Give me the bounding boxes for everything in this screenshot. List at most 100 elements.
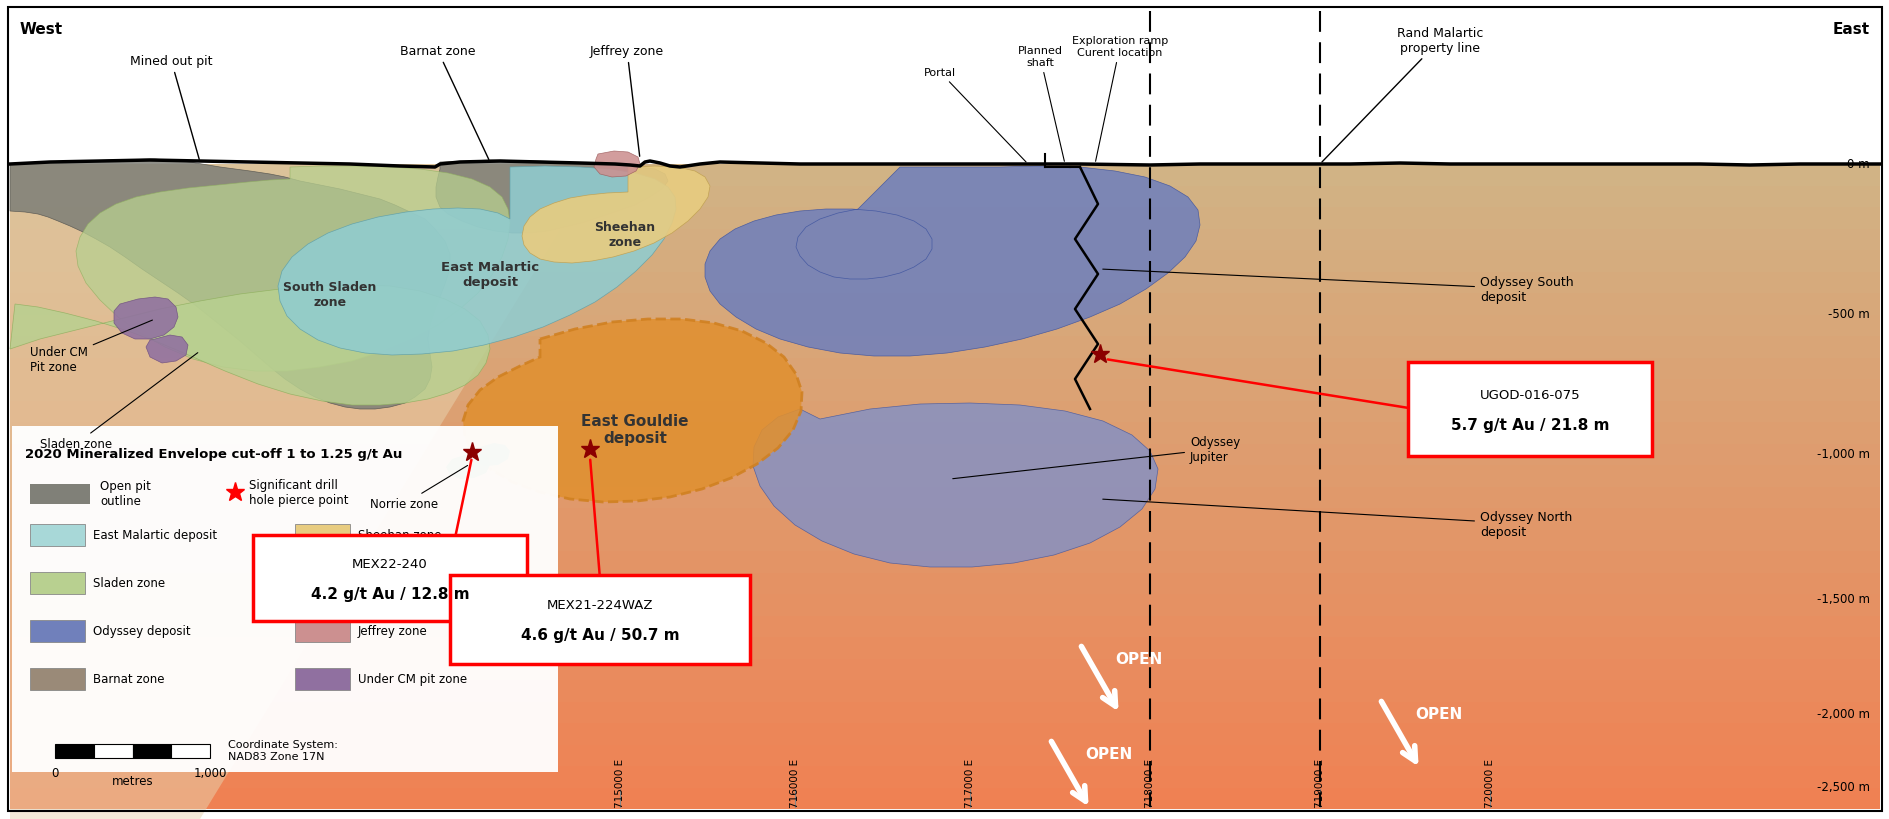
Text: -1,500 m: -1,500 m [1815,593,1868,606]
Polygon shape [9,286,489,405]
Polygon shape [463,319,801,502]
Text: 719000 E: 719000 E [1315,758,1324,807]
Text: Exploration ramp
Curent location: Exploration ramp Curent location [1071,36,1167,162]
FancyBboxPatch shape [295,524,349,546]
FancyBboxPatch shape [9,572,1880,595]
Polygon shape [145,336,187,364]
FancyBboxPatch shape [9,251,1880,272]
FancyBboxPatch shape [9,723,1880,744]
FancyBboxPatch shape [9,379,1880,401]
Text: South Sladen
zone: South Sladen zone [283,281,376,309]
Polygon shape [705,167,1200,356]
Text: Open pit
outline: Open pit outline [100,479,151,508]
Polygon shape [446,454,489,479]
Text: Portal: Portal [924,68,1026,163]
FancyBboxPatch shape [9,315,1880,337]
Text: 718000 E: 718000 E [1145,758,1154,807]
Text: UGOD-016-075: UGOD-016-075 [1479,389,1579,402]
Polygon shape [278,167,676,355]
FancyBboxPatch shape [9,702,1880,723]
FancyBboxPatch shape [9,595,1880,616]
Text: 1,000: 1,000 [193,766,227,779]
FancyBboxPatch shape [9,401,1880,423]
FancyBboxPatch shape [9,658,1880,680]
FancyBboxPatch shape [30,620,85,642]
Text: Odyssey
Jupiter: Odyssey Jupiter [952,436,1239,479]
FancyBboxPatch shape [9,208,1880,229]
Text: Coordinate System:
NAD83 Zone 17N: Coordinate System: NAD83 Zone 17N [229,740,338,761]
FancyBboxPatch shape [9,487,1880,509]
FancyBboxPatch shape [9,337,1880,358]
Text: -500 m: -500 m [1827,308,1868,321]
FancyBboxPatch shape [30,572,85,595]
Text: East Malartic deposit: East Malartic deposit [93,529,217,542]
Text: Jeffrey zone: Jeffrey zone [357,625,427,638]
Text: 5.7 g/t Au / 21.8 m: 5.7 g/t Au / 21.8 m [1451,418,1608,433]
FancyBboxPatch shape [30,668,85,690]
FancyBboxPatch shape [172,744,210,758]
FancyBboxPatch shape [450,575,750,664]
FancyBboxPatch shape [295,620,349,642]
FancyBboxPatch shape [9,551,1880,572]
FancyBboxPatch shape [55,744,94,758]
Text: Odyssey North
deposit: Odyssey North deposit [1101,500,1572,538]
Text: Odyssey deposit: Odyssey deposit [93,625,191,638]
Polygon shape [593,152,640,178]
FancyBboxPatch shape [9,10,1880,165]
Text: East Gouldie
deposit: East Gouldie deposit [582,414,688,446]
FancyBboxPatch shape [30,524,85,546]
Text: 717000 E: 717000 E [965,758,975,807]
Text: OPEN: OPEN [1115,652,1162,667]
Text: East: East [1832,22,1868,37]
Text: OPEN: OPEN [1084,747,1132,762]
Polygon shape [76,167,510,372]
FancyBboxPatch shape [9,272,1880,294]
Text: 720000 E: 720000 E [1485,758,1494,807]
Text: OPEN: OPEN [1415,707,1462,722]
FancyBboxPatch shape [9,788,1880,809]
Text: MEX21-224WAZ: MEX21-224WAZ [546,599,654,612]
Text: 4.2 g/t Au / 12.8 m: 4.2 g/t Au / 12.8 m [310,586,468,602]
Text: Sheehan
zone: Sheehan zone [595,221,655,249]
Text: Barnat zone: Barnat zone [93,672,164,686]
FancyBboxPatch shape [253,536,527,622]
Polygon shape [9,165,599,819]
FancyBboxPatch shape [9,766,1880,788]
FancyBboxPatch shape [132,744,172,758]
FancyBboxPatch shape [94,744,132,758]
Polygon shape [436,161,667,233]
FancyBboxPatch shape [9,509,1880,530]
Text: Under CM pit zone: Under CM pit zone [357,672,467,686]
FancyBboxPatch shape [9,358,1880,379]
FancyBboxPatch shape [9,229,1880,251]
FancyBboxPatch shape [9,530,1880,551]
Text: West: West [21,22,62,37]
Polygon shape [521,167,710,264]
Text: 2020 Mineralized Envelope cut-off 1 to 1.25 g/t Au: 2020 Mineralized Envelope cut-off 1 to 1… [25,447,402,460]
FancyBboxPatch shape [9,744,1880,766]
Text: metres: metres [111,774,153,787]
Text: -1,000 m: -1,000 m [1815,448,1868,461]
Text: East Gouldie deposit: East Gouldie deposit [357,577,480,590]
Text: MEX22-240: MEX22-240 [351,558,427,571]
Text: -2,000 m: -2,000 m [1815,708,1868,721]
Text: Planned
shaft: Planned shaft [1016,47,1064,162]
FancyBboxPatch shape [1407,363,1651,456]
FancyBboxPatch shape [9,186,1880,208]
Text: Norrie zone: Norrie zone [370,466,467,511]
FancyBboxPatch shape [9,637,1880,658]
Text: 0 m: 0 m [1846,158,1868,171]
FancyBboxPatch shape [295,572,349,595]
Text: Sheehan zone: Sheehan zone [357,529,442,542]
Polygon shape [752,404,1158,568]
Polygon shape [472,443,510,467]
Text: East Malartic
deposit: East Malartic deposit [440,260,538,288]
Polygon shape [30,484,91,505]
Text: Significant drill
hole pierce point: Significant drill hole pierce point [249,478,348,506]
Text: 716000 E: 716000 E [790,758,799,807]
Text: 4.6 g/t Au / 50.7 m: 4.6 g/t Au / 50.7 m [519,627,678,643]
Polygon shape [9,160,450,410]
Text: 715000 E: 715000 E [614,758,625,807]
FancyBboxPatch shape [11,427,557,772]
Text: Barnat zone: Barnat zone [400,45,489,161]
